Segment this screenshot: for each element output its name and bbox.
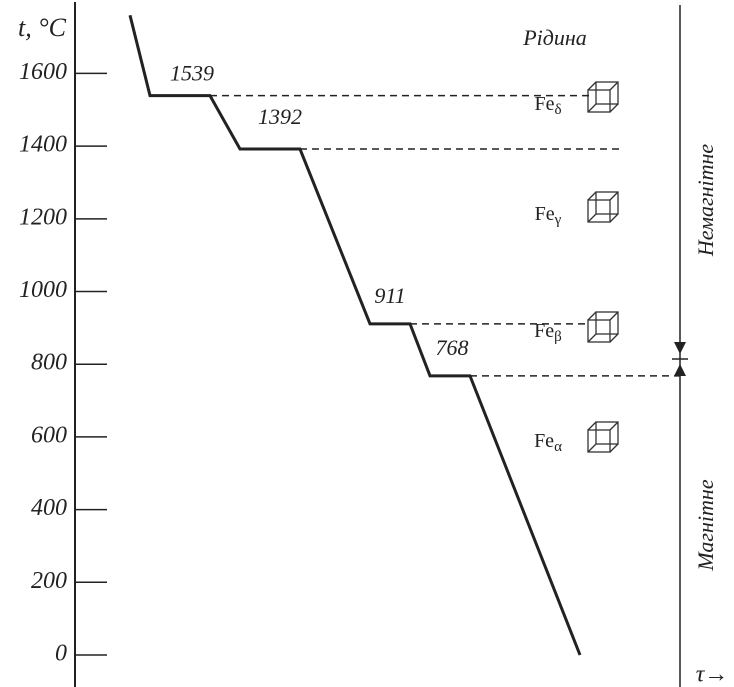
cube-icon (588, 312, 618, 342)
phase-sub: γ (554, 212, 562, 228)
phase-sub: δ (554, 102, 561, 118)
y-tick-label: 1200 (19, 204, 67, 230)
phase-base: Fe (534, 93, 554, 115)
plateau-label: 1392 (258, 104, 302, 129)
phase-base: Fe (535, 203, 555, 225)
cooling-curve (130, 15, 580, 655)
phase-label: Feα (534, 430, 562, 456)
region-label: Немагнітне (693, 144, 718, 258)
y-tick-label: 1600 (19, 59, 67, 85)
x-label: τ→ (696, 662, 729, 687)
plateau-label: 768 (436, 335, 469, 360)
region-label: Магнітне (693, 479, 718, 571)
cube-icon (588, 192, 618, 222)
cube-icon (588, 422, 618, 452)
plateau-label: 1539 (170, 61, 214, 86)
phase-base: Fe (534, 320, 554, 342)
phase-label: Feγ (535, 203, 562, 229)
y-tick-label: 200 (31, 568, 67, 594)
cube-icon (588, 82, 618, 112)
phase-sub: β (554, 329, 562, 345)
phase-label: Feδ (534, 93, 561, 119)
y-tick-label: 800 (31, 350, 67, 376)
plateau-label: 911 (374, 283, 405, 308)
y-tick-label: 1000 (19, 277, 67, 303)
y-tick-label: 400 (31, 495, 67, 521)
y-tick-label: 600 (31, 422, 67, 448)
phase-sub: α (554, 439, 562, 455)
phase-base: Fe (534, 430, 554, 452)
y-label: t, °C (18, 13, 67, 42)
y-tick-label: 1400 (19, 132, 67, 158)
chart: t, °C τ→ Рідина Немагнітне Магнітне 0 200… (0, 0, 734, 687)
liquid-label: Рідина (522, 25, 587, 50)
y-tick-label: 0 (55, 641, 67, 667)
